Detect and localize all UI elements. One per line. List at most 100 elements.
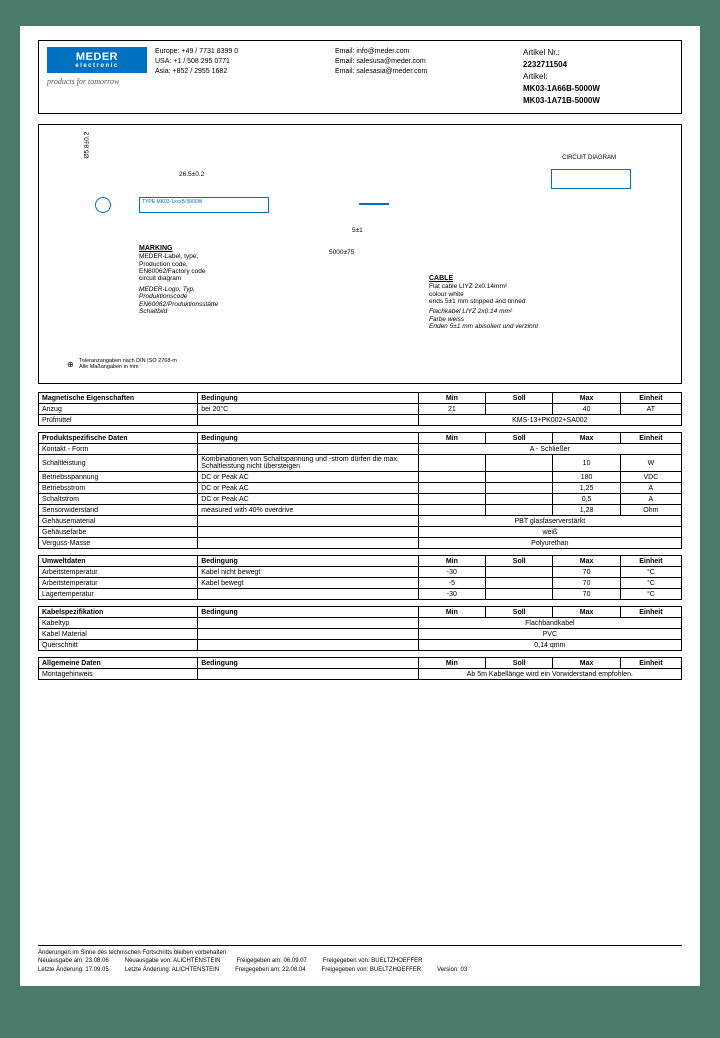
row-span-value: 0,14 qmm	[418, 640, 681, 651]
cable-de: Flachkabel LIYZ 2x0.14 mm² Farbe weiss E…	[429, 308, 589, 330]
contact-eu-label: Europe:	[155, 48, 180, 55]
row-name: Prüfmittel	[39, 415, 198, 426]
row-min: 21	[418, 404, 485, 415]
table-header: Min	[418, 607, 485, 618]
row-condition: Kabel bewegt	[198, 578, 418, 589]
row-condition: Kabel nicht bewegt	[198, 567, 418, 578]
row-min: -30	[418, 567, 485, 578]
table-header: Max	[553, 556, 620, 567]
table-header: Bedingung	[198, 393, 418, 404]
row-max: 70	[553, 567, 620, 578]
footer: Änderungen im Sinne des technischen Fort…	[38, 945, 682, 974]
f-frei2von-label: Freigegeben von:	[322, 967, 369, 973]
table-header: Bedingung	[198, 556, 418, 567]
cable-en: Flat cable LIYZ 2x0.14mm² colour white e…	[429, 283, 589, 305]
table-header: Bedingung	[198, 658, 418, 669]
row-soll	[486, 483, 553, 494]
row-condition	[198, 618, 418, 629]
table-header: Soll	[486, 393, 553, 404]
row-span-value: Ab 5m Kabellänge wird ein Vorwiderstand …	[418, 669, 681, 680]
row-span-value: Polyurethan	[418, 538, 681, 549]
row-min	[418, 472, 485, 483]
row-min	[418, 505, 485, 516]
table-row: Gehäusefarbeweiß	[39, 527, 682, 538]
row-condition	[198, 516, 418, 527]
table-row: ArbeitstemperaturKabel bewegt-570°C	[39, 578, 682, 589]
table-row: SchaltleistungKombinationen von Schaltsp…	[39, 455, 682, 472]
spec-table: KabelspezifikationBedingungMinSollMaxEin…	[38, 606, 682, 651]
contact-eu-phone: +49 / 7731 8399 0	[181, 48, 238, 55]
row-name: Kontakt - Form	[39, 444, 198, 455]
table-row: BetriebsstromDC or Peak AC1,25A	[39, 483, 682, 494]
table-header: Max	[553, 607, 620, 618]
logo-main: MEDER	[49, 51, 145, 63]
row-soll	[486, 505, 553, 516]
row-max: 0,5	[553, 494, 620, 505]
row-name: Anzug	[39, 404, 198, 415]
row-name: Gehäusefarbe	[39, 527, 198, 538]
table-header: Einheit	[620, 607, 681, 618]
row-condition: DC or Peak AC	[198, 494, 418, 505]
f-freivon-label: Freigegeben von:	[323, 958, 370, 964]
table-header: Bedingung	[198, 607, 418, 618]
marking-title: MARKING	[139, 245, 299, 253]
article-label: Artikel:	[523, 71, 673, 83]
f-frei-label: Freigegeben am:	[236, 958, 281, 964]
row-name: Betriebsstrom	[39, 483, 198, 494]
contact-us-label: USA:	[155, 58, 171, 65]
table-header: Einheit	[620, 433, 681, 444]
marking-en: MEDER-Label, type, Production code, EN60…	[139, 253, 299, 283]
table-header: Max	[553, 658, 620, 669]
row-soll	[486, 567, 553, 578]
row-min: -5	[418, 578, 485, 589]
table-row: Kabel MaterialPVC	[39, 629, 682, 640]
row-soll	[486, 455, 553, 472]
f-frei2-label: Freigegeben am:	[235, 967, 280, 973]
row-condition	[198, 415, 418, 426]
table-row: GehäusematerialPBT glasfaserverstärkt	[39, 516, 682, 527]
circuit-diagram-label: CIRCUIT DIAGRAM	[562, 155, 616, 161]
table-header: Soll	[486, 433, 553, 444]
row-unit: W	[620, 455, 681, 472]
logo-column: MEDER electronic products for tomorrow	[47, 47, 147, 107]
row-unit: °C	[620, 567, 681, 578]
row-name: Schaltleistung	[39, 455, 198, 472]
article-1: MK03-1A66B-5000W	[523, 83, 673, 95]
row-min: -30	[418, 589, 485, 600]
f-neu-label: Neuausgabe am:	[38, 958, 84, 964]
table-row: PrüfmittelKMS-13+PK002+SA002	[39, 415, 682, 426]
row-min	[418, 455, 485, 472]
table-header: Soll	[486, 607, 553, 618]
table-header: Min	[418, 393, 485, 404]
f-lastvon: ALICHTENSTEIN	[172, 967, 219, 973]
row-unit: °C	[620, 578, 681, 589]
logo-sub: electronic	[49, 63, 145, 69]
f-last-date: 17.09.05	[85, 967, 108, 973]
row-name: Lagertemperatur	[39, 589, 198, 600]
row-min	[418, 494, 485, 505]
sensor-end-view	[95, 197, 111, 213]
table-header: Einheit	[620, 393, 681, 404]
table-title: Magnetische Eigenschaften	[39, 393, 198, 404]
table-row: Sensorwiderstandmeasured with 40% overdr…	[39, 505, 682, 516]
row-name: Schaltstrom	[39, 494, 198, 505]
row-name: Arbeitstemperatur	[39, 578, 198, 589]
table-row: Querschnitt0,14 qmm	[39, 640, 682, 651]
f-neuvon-label: Neuausgabe von:	[125, 958, 172, 964]
row-max: 70	[553, 589, 620, 600]
company-logo: MEDER electronic	[47, 47, 147, 73]
row-unit: °C	[620, 589, 681, 600]
table-row: Verguss-MassePolyurethan	[39, 538, 682, 549]
table-header: Min	[418, 433, 485, 444]
datasheet-page: MEDER electronic products for tomorrow E…	[20, 26, 700, 986]
email-us: salesusa@meder.com	[356, 58, 425, 65]
article-nr: 2232711504	[523, 59, 673, 71]
row-condition: Kombinationen von Schaltspannung und -st…	[198, 455, 418, 472]
row-soll	[486, 578, 553, 589]
f-lastvon-label: Letzte Änderung:	[125, 967, 171, 973]
row-span-value: Flachbandkabel	[418, 618, 681, 629]
row-soll	[486, 589, 553, 600]
row-condition	[198, 640, 418, 651]
row-max: 10	[553, 455, 620, 472]
table-header: Soll	[486, 658, 553, 669]
